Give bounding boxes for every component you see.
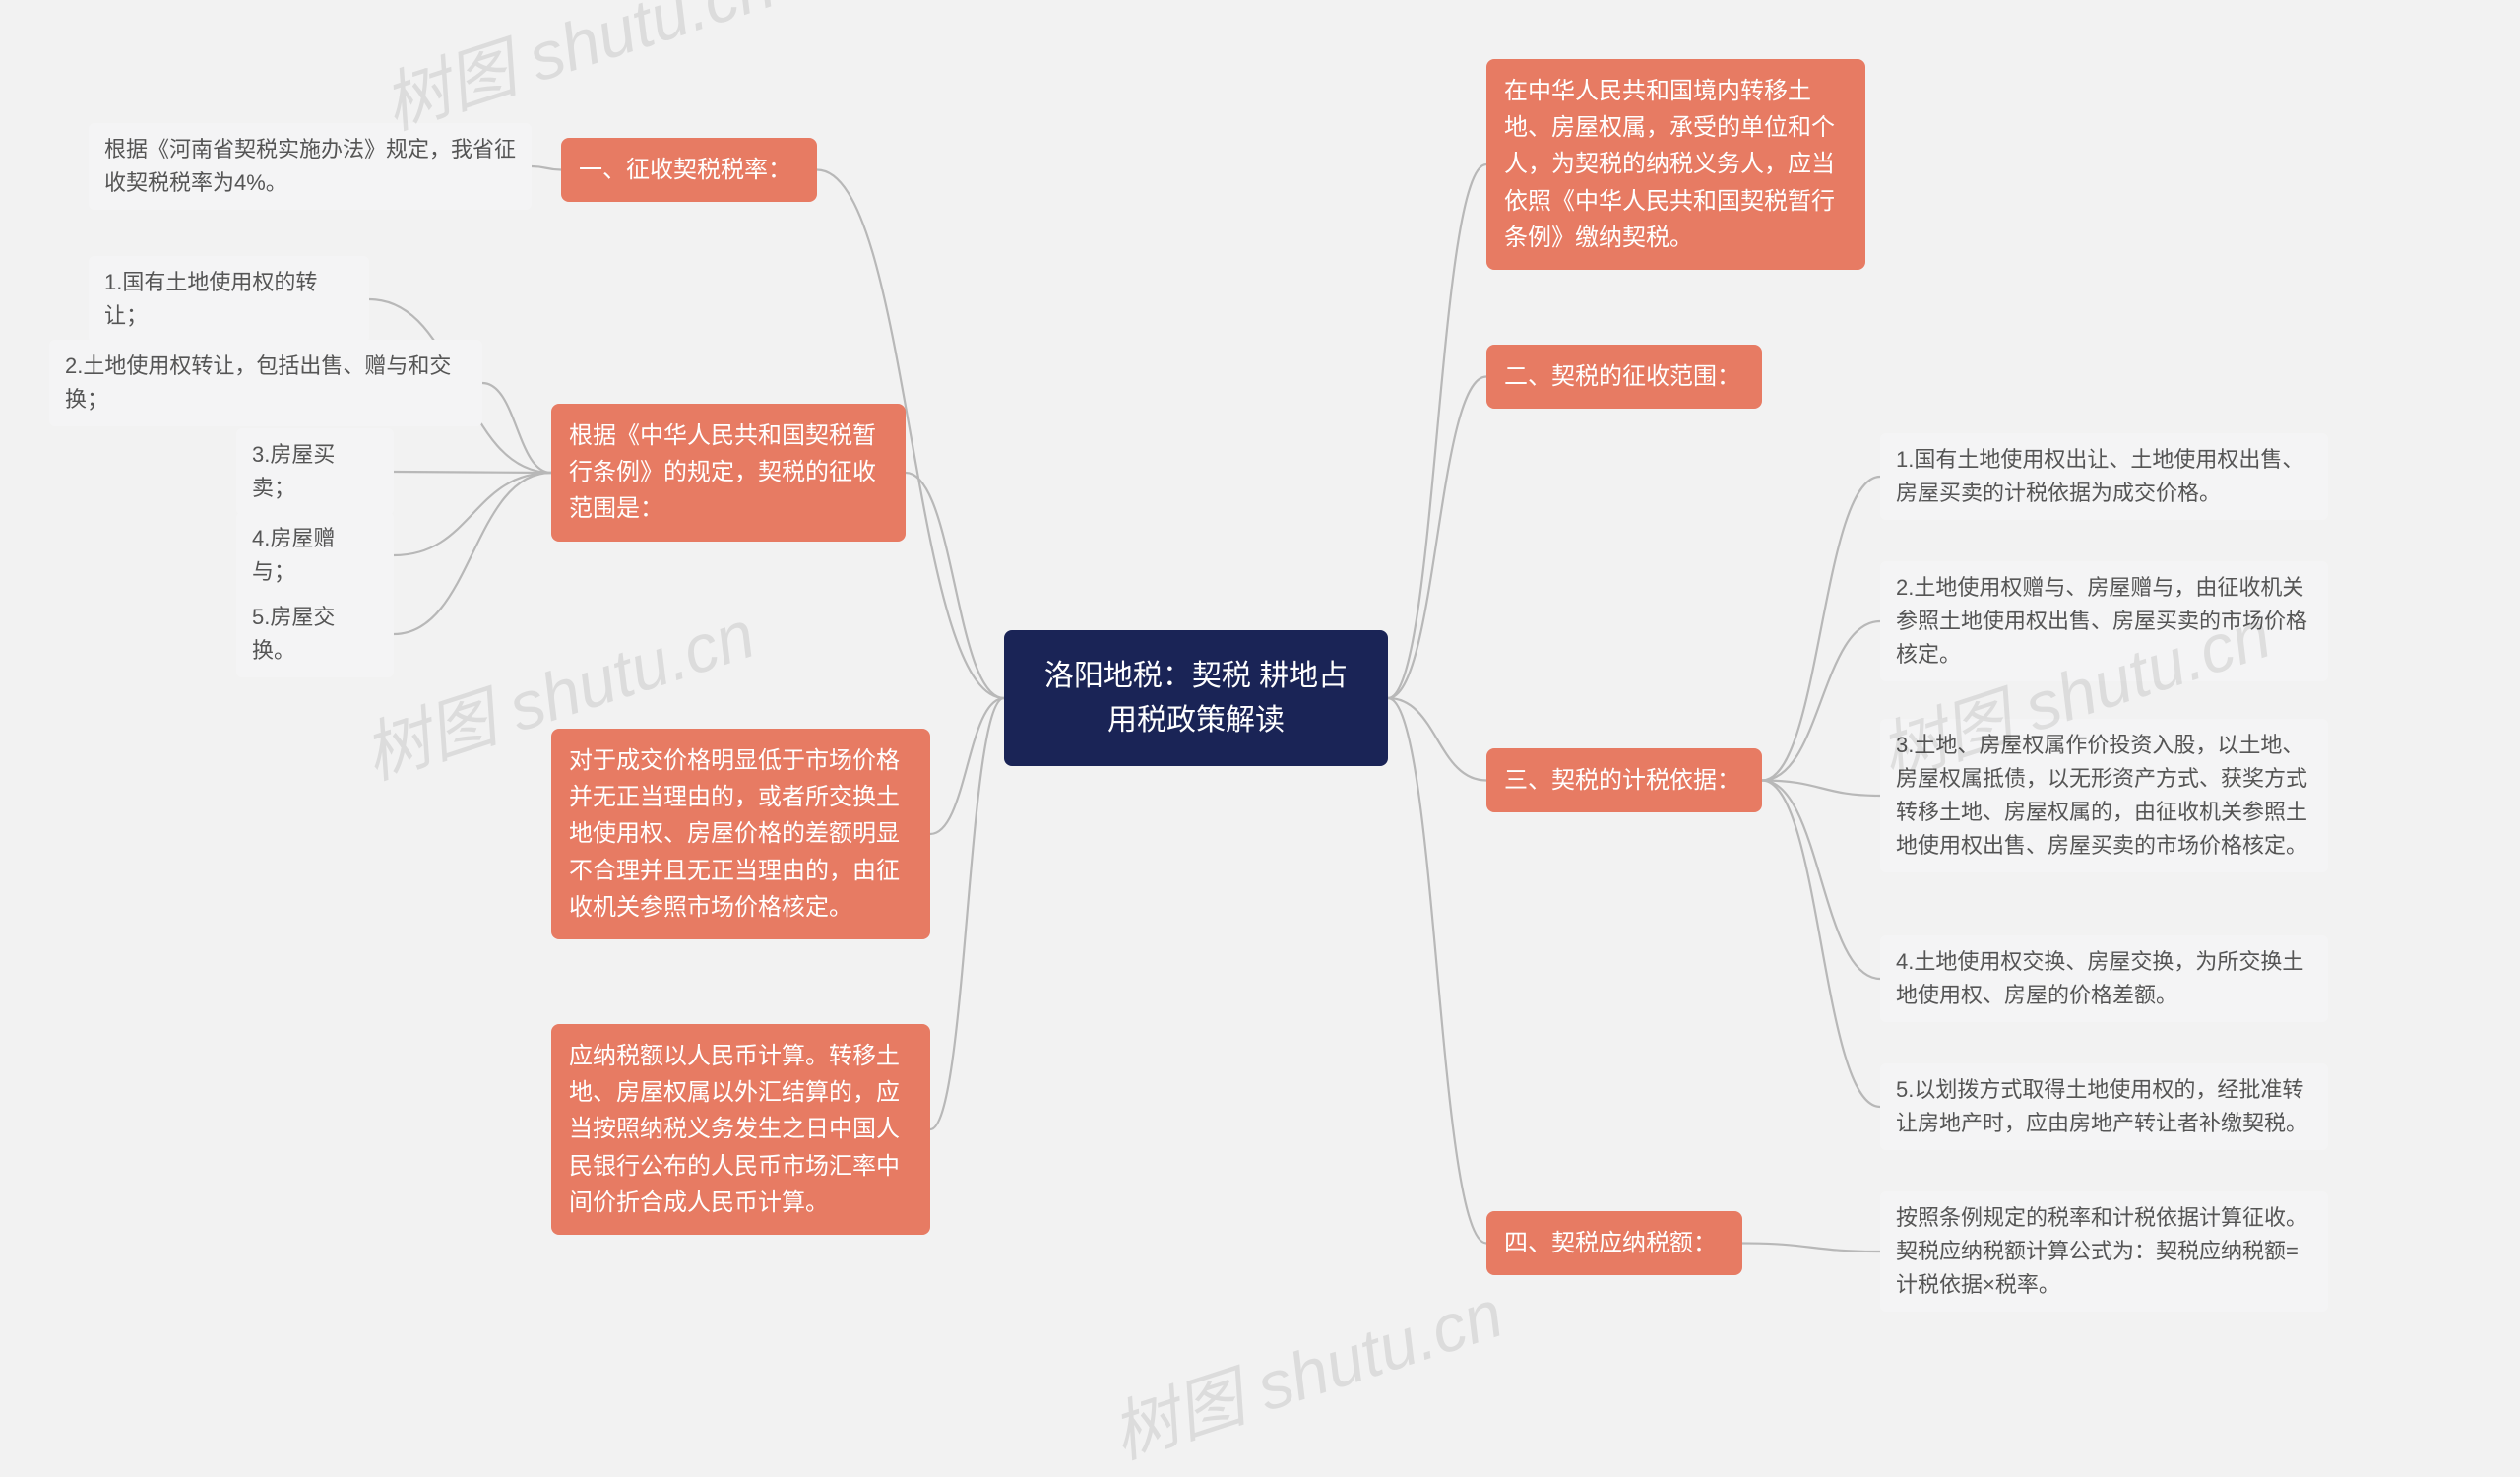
leaf-l2c: 3.房屋买卖； bbox=[236, 428, 394, 515]
branch-r0: 在中华人民共和国境内转移土地、房屋权属，承受的单位和个人，为契税的纳税义务人，应… bbox=[1486, 59, 1865, 270]
leaf-r2c: 3.土地、房屋权属作价投资入股，以土地、房屋权属抵债，以无形资产方式、获奖方式转… bbox=[1880, 719, 2328, 872]
branch-r2: 三、契税的计税依据： bbox=[1486, 748, 1762, 812]
leaf-r2a: 1.国有土地使用权出让、土地使用权出售、房屋买卖的计税依据为成交价格。 bbox=[1880, 433, 2328, 520]
leaf-r2e: 5.以划拨方式取得土地使用权的，经批准转让房地产时，应由房地产转让者补缴契税。 bbox=[1880, 1063, 2328, 1150]
leaf-l2a: 1.国有土地使用权的转让； bbox=[89, 256, 369, 343]
leaf-l1a: 根据《河南省契税实施办法》规定，我省征收契税税率为4%。 bbox=[89, 123, 532, 210]
branch-l4: 应纳税额以人民币计算。转移土地、房屋权属以外汇结算的，应当按照纳税义务发生之日中… bbox=[551, 1024, 930, 1235]
leaf-l2d: 4.房屋赠与； bbox=[236, 512, 394, 599]
watermark: 树图 shutu.cn bbox=[1098, 1259, 1513, 1477]
root-node: 洛阳地税：契税 耕地占用税政策解读 bbox=[1004, 630, 1388, 766]
branch-r3: 四、契税应纳税额： bbox=[1486, 1211, 1742, 1275]
branch-r1: 二、契税的征收范围： bbox=[1486, 345, 1762, 409]
branch-l3: 对于成交价格明显低于市场价格并无正当理由的，或者所交换土地使用权、房屋价格的差额… bbox=[551, 729, 930, 939]
leaf-r2b: 2.土地使用权赠与、房屋赠与，由征收机关参照土地使用权出售、房屋买卖的市场价格核… bbox=[1880, 561, 2328, 681]
branch-l2: 根据《中华人民共和国契税暂行条例》的规定，契税的征收范围是： bbox=[551, 404, 906, 542]
branch-l1: 一、征收契税税率： bbox=[561, 138, 817, 202]
leaf-l2e: 5.房屋交换。 bbox=[236, 591, 394, 677]
leaf-r2d: 4.土地使用权交换、房屋交换，为所交换土地使用权、房屋的价格差额。 bbox=[1880, 935, 2328, 1022]
leaf-l2b: 2.土地使用权转让，包括出售、赠与和交换； bbox=[49, 340, 482, 426]
leaf-r3a: 按照条例规定的税率和计税依据计算征收。契税应纳税额计算公式为：契税应纳税额=计税… bbox=[1880, 1191, 2328, 1312]
